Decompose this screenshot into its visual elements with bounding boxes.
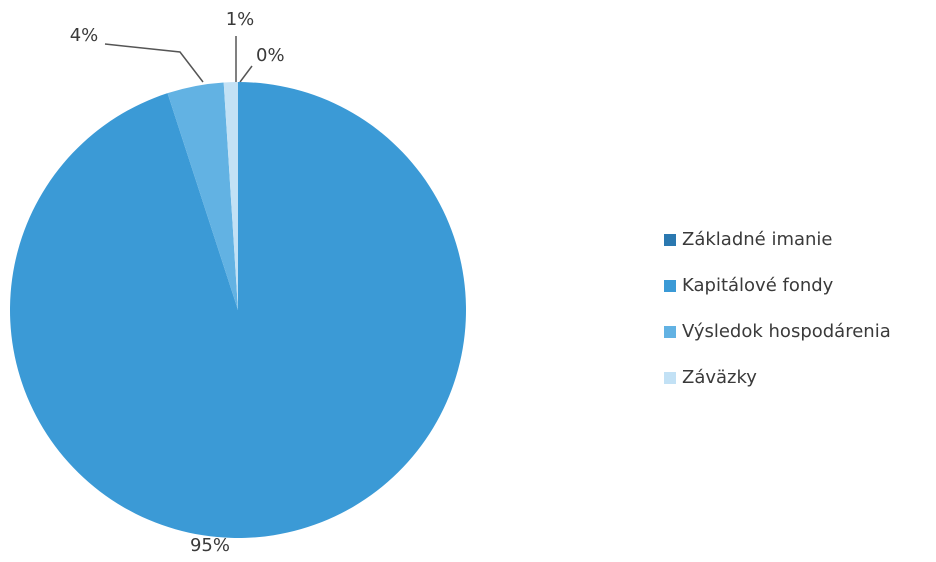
- legend-swatch: [664, 234, 676, 246]
- pie-slice: [167, 82, 238, 310]
- legend-label: Kapitálové fondy: [682, 275, 834, 296]
- legend-swatch: [664, 372, 676, 384]
- data-label: 0%: [256, 45, 285, 66]
- legend-swatch: [664, 326, 676, 338]
- leader-line: [104, 43, 204, 83]
- data-label: 4%: [70, 25, 99, 46]
- legend-label: Záväzky: [682, 367, 757, 388]
- legend-label: Základné imanie: [682, 229, 833, 250]
- data-label: 1%: [226, 9, 255, 30]
- legend-swatch: [664, 280, 676, 292]
- data-label: 95%: [190, 535, 230, 556]
- leader-line: [239, 65, 253, 83]
- pie-slice: [223, 82, 238, 310]
- pie-slice: [9, 82, 467, 538]
- legend-label: Výsledok hospodárenia: [682, 321, 891, 342]
